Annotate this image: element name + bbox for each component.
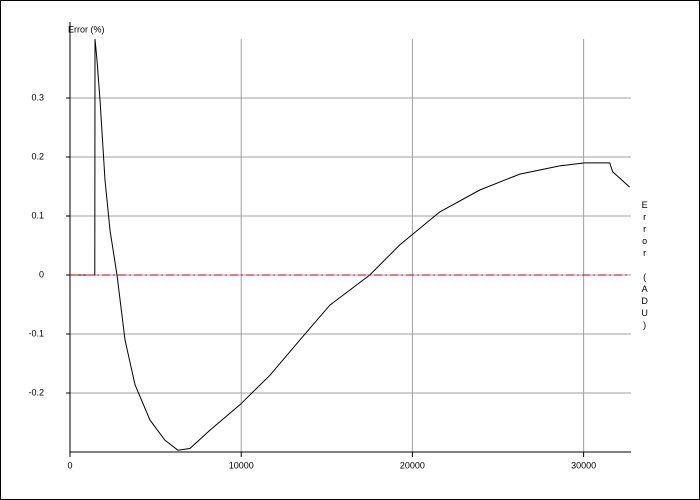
x-tick-label: 30000 — [571, 460, 596, 470]
x-tick-label: 20000 — [400, 460, 425, 470]
y-tick-label: -0.1 — [28, 328, 44, 338]
x-tick-label: 10000 — [229, 460, 254, 470]
y-tick-label: 0 — [39, 269, 44, 279]
y2-axis-label: Error (ADU) — [640, 200, 650, 332]
y-tick-label: 0.1 — [31, 210, 44, 220]
y-tick-label: 0.2 — [31, 151, 44, 161]
y-tick-label: 0.3 — [31, 92, 44, 102]
x-tick-label: 0 — [67, 460, 72, 470]
y-tick-label: -0.2 — [28, 387, 44, 397]
data-line — [70, 38, 630, 451]
y-axis-label: Error (%) — [68, 24, 105, 34]
